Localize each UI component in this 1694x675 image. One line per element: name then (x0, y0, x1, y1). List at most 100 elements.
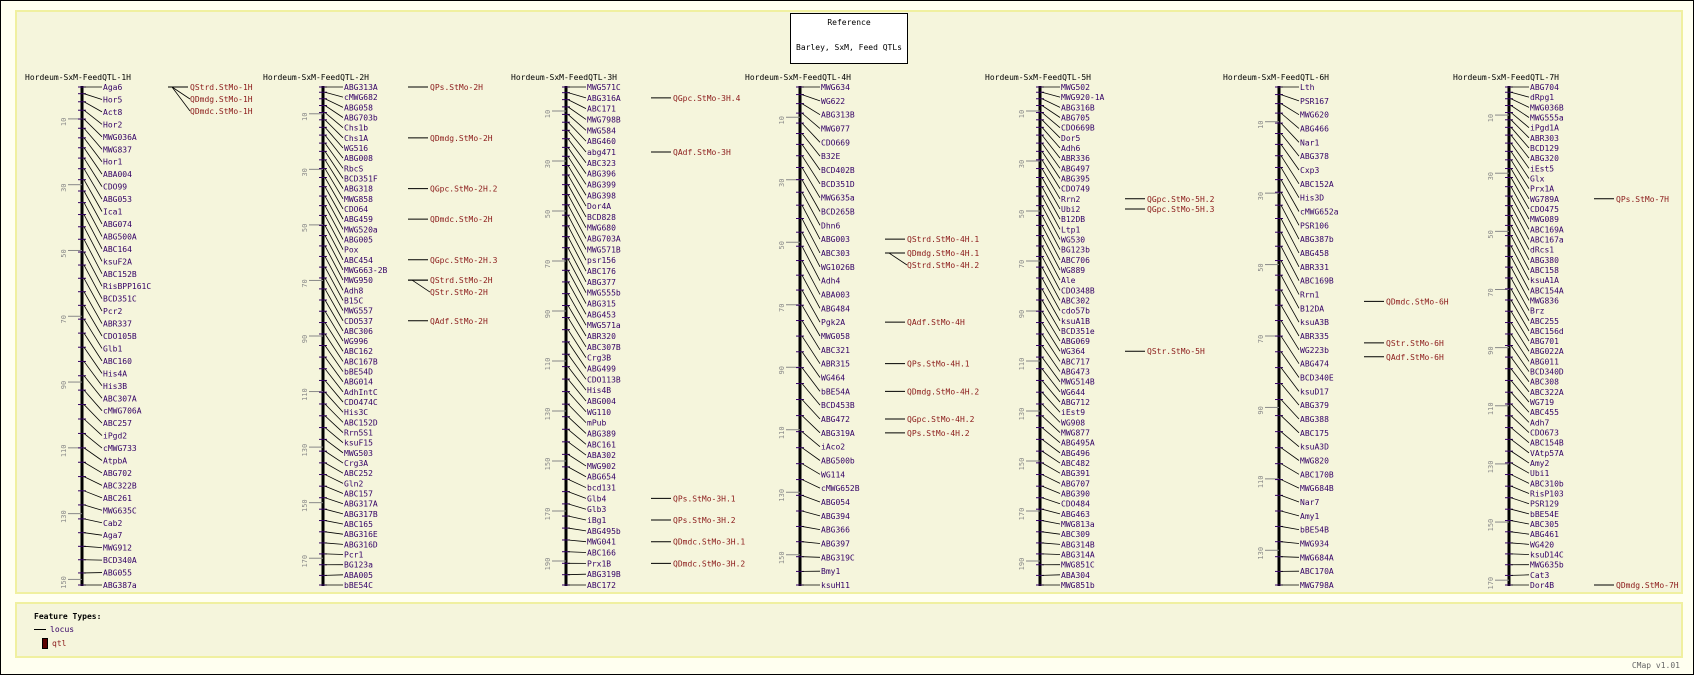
locus-label[interactable]: Pox (344, 246, 359, 255)
locus-label[interactable]: psr156 (587, 256, 616, 265)
qtl-label[interactable]: QPs.StMo-4H.1 (907, 360, 970, 369)
locus-label[interactable]: ABG380 (1530, 256, 1559, 265)
locus-label[interactable]: ABG461 (1530, 530, 1559, 539)
qtl-label[interactable]: QGpc.StMo-2H.2 (430, 185, 498, 194)
locus-label[interactable]: ABG495A (1061, 439, 1095, 448)
qtl-label[interactable]: QAdf.StMo-4H (907, 318, 965, 327)
locus-label[interactable]: ABG472 (821, 415, 850, 424)
qtl-label[interactable]: QStrd.StMo-4H.2 (907, 261, 979, 270)
locus-label[interactable]: ABC307B (587, 343, 621, 352)
locus-label[interactable]: ABG388 (1300, 415, 1329, 424)
qtl-label[interactable]: QDmdc.StMo-3H.1 (673, 538, 745, 547)
locus-label[interactable]: ABG379 (1300, 401, 1329, 410)
qtl-label[interactable]: QDmdc.StMo-1H (190, 107, 253, 116)
locus-label[interactable]: cMWG733 (103, 444, 137, 453)
locus-label[interactable]: MWG950 (344, 276, 373, 285)
locus-label[interactable]: ABC309 (1061, 530, 1090, 539)
qtl-label[interactable]: QStrd.StMo-1H (190, 83, 253, 92)
locus-label[interactable]: ABC455 (1530, 408, 1559, 417)
locus-label[interactable]: ABR337 (103, 320, 132, 329)
locus-label[interactable]: CDO474C (344, 398, 378, 407)
locus-label[interactable]: ABG004 (587, 397, 616, 406)
locus-label[interactable]: ABG313B (821, 111, 855, 120)
locus-label[interactable]: ABC162 (344, 347, 373, 356)
qtl-label[interactable]: QGpc.StMo-4H.2 (907, 415, 975, 424)
locus-label[interactable]: Hor2 (103, 120, 122, 129)
locus-label[interactable]: ABG022A (1530, 347, 1564, 356)
locus-label[interactable]: ABA302 (587, 451, 616, 460)
locus-label[interactable]: RbcS (344, 164, 363, 173)
qtl-label[interactable]: QDmdg.StMo-2H (430, 134, 493, 143)
locus-label[interactable]: ABC308 (1530, 378, 1559, 387)
locus-label[interactable]: WG364 (1061, 347, 1085, 356)
locus-label[interactable]: ABG496 (1061, 449, 1090, 458)
locus-label[interactable]: ABG390 (1061, 490, 1090, 499)
locus-label[interactable]: ABG069 (1061, 337, 1090, 346)
locus-label[interactable]: Lth (1300, 83, 1315, 92)
locus-label[interactable]: Dor5 (1061, 134, 1080, 143)
locus-label[interactable]: WG530 (1061, 235, 1085, 244)
locus-label[interactable]: BCD340A (103, 556, 137, 565)
locus-label[interactable]: ABG399 (587, 180, 616, 189)
locus-label[interactable]: CDO105B (103, 332, 137, 341)
locus-label[interactable]: MWG058 (821, 332, 850, 341)
locus-label[interactable]: MWG520a (344, 225, 378, 234)
locus-label[interactable]: ksuA1B (1061, 317, 1090, 326)
locus-label[interactable]: ABG054 (821, 498, 850, 507)
qtl-label[interactable]: QGpc.StMo-3H.4 (673, 94, 741, 103)
reference-box[interactable]: Reference Barley, SxM, Feed QTLs (790, 13, 908, 64)
locus-label[interactable]: MWG798A (1300, 581, 1334, 590)
locus-label[interactable]: BCD828 (587, 213, 616, 222)
locus-label[interactable]: Rrn1 (1300, 291, 1319, 300)
qtl-label[interactable]: QAdf.StMo-3H (673, 148, 731, 157)
locus-label[interactable]: MWG798B (587, 115, 621, 124)
qtl-label[interactable]: QAdf.StMo-2H (430, 317, 488, 326)
locus-label[interactable]: bBE54E (1530, 510, 1559, 519)
locus-label[interactable]: ABG500A (103, 232, 137, 241)
locus-label[interactable]: Ubi1 (1530, 469, 1549, 478)
locus-label[interactable]: Adh8 (344, 286, 363, 295)
locus-label[interactable]: ABG317A (344, 500, 378, 509)
locus-label[interactable]: ABC160 (103, 357, 132, 366)
locus-label[interactable]: cMWG652a (1300, 208, 1339, 217)
qtl-label[interactable]: QDmdc.StMo-6H (1386, 297, 1449, 306)
map-title[interactable]: Hordeum-SxM-FeedQTL-1H (25, 73, 131, 82)
locus-label[interactable]: Gln2 (344, 479, 363, 488)
locus-label[interactable]: ABC302 (1061, 296, 1090, 305)
qtl-label[interactable]: QPs.StMo-2H (430, 83, 483, 92)
locus-label[interactable]: MWG571a (587, 321, 621, 330)
qtl-label[interactable]: QStr.StMo-5H (1147, 347, 1205, 356)
locus-label[interactable]: WG996 (344, 337, 368, 346)
locus-label[interactable]: iPgd2 (103, 432, 127, 441)
locus-label[interactable]: cdo57b (1061, 307, 1090, 316)
locus-label[interactable]: ABC154B (1530, 439, 1564, 448)
locus-label[interactable]: Dor4B (1530, 581, 1554, 590)
locus-label[interactable]: ABC170A (1300, 567, 1334, 576)
locus-label[interactable]: MWG584 (587, 126, 616, 135)
locus-label[interactable]: WG464 (821, 374, 845, 383)
locus-label[interactable]: ABG396 (587, 170, 616, 179)
locus-label[interactable]: ABG313A (344, 83, 378, 92)
locus-label[interactable]: ABC164 (103, 245, 132, 254)
locus-label[interactable]: ABG453 (587, 310, 616, 319)
locus-label[interactable]: ABG003 (821, 235, 850, 244)
locus-label[interactable]: ABC252 (344, 469, 373, 478)
qtl-label[interactable]: QGpc.StMo-5H.2 (1147, 195, 1215, 204)
qtl-label[interactable]: QStr.StMo-2H (430, 288, 488, 297)
locus-label[interactable]: BCD340D (1530, 368, 1564, 377)
locus-label[interactable]: ABG008 (344, 154, 373, 163)
locus-label[interactable]: ABG395 (1061, 174, 1090, 183)
locus-label[interactable]: CDO669B (1061, 124, 1095, 133)
locus-label[interactable]: ABG316E (344, 530, 378, 539)
locus-label[interactable]: B32E (821, 152, 840, 161)
locus-label[interactable]: MWG920-1A (1061, 93, 1105, 102)
locus-label[interactable]: ABC310b (1530, 479, 1564, 488)
locus-label[interactable]: ABG459 (344, 215, 373, 224)
locus-label[interactable]: iEst9 (1061, 408, 1085, 417)
reference-map-set[interactable]: Barley, SxM, Feed QTLs (796, 43, 902, 52)
locus-label[interactable]: MWG813a (1061, 520, 1095, 529)
qtl-label[interactable]: QStrd.StMo-2H (430, 276, 493, 285)
locus-label[interactable]: BCD351D (821, 180, 855, 189)
locus-label[interactable]: ABC261 (103, 494, 132, 503)
locus-label[interactable]: ABC152D (344, 418, 378, 427)
